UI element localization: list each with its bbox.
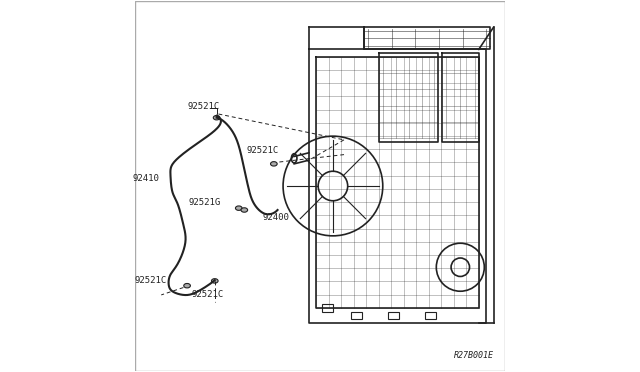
Text: 92521C: 92521C [191, 290, 223, 299]
Text: R27B001E: R27B001E [454, 351, 493, 360]
Text: 92521G: 92521G [188, 198, 220, 207]
Ellipse shape [184, 283, 191, 288]
Ellipse shape [236, 206, 242, 211]
Text: 92400: 92400 [263, 213, 290, 222]
Ellipse shape [241, 208, 248, 212]
Bar [425, 311, 436, 319]
Text: 92521C: 92521C [188, 102, 220, 111]
Bar [351, 311, 362, 319]
Bar [322, 304, 333, 311]
Ellipse shape [271, 161, 277, 166]
Ellipse shape [213, 115, 220, 120]
Text: 92521C: 92521C [246, 147, 279, 155]
Text: 92521C: 92521C [134, 276, 167, 285]
Bar [388, 311, 399, 319]
Ellipse shape [211, 279, 218, 283]
Text: 92410: 92410 [132, 174, 159, 183]
